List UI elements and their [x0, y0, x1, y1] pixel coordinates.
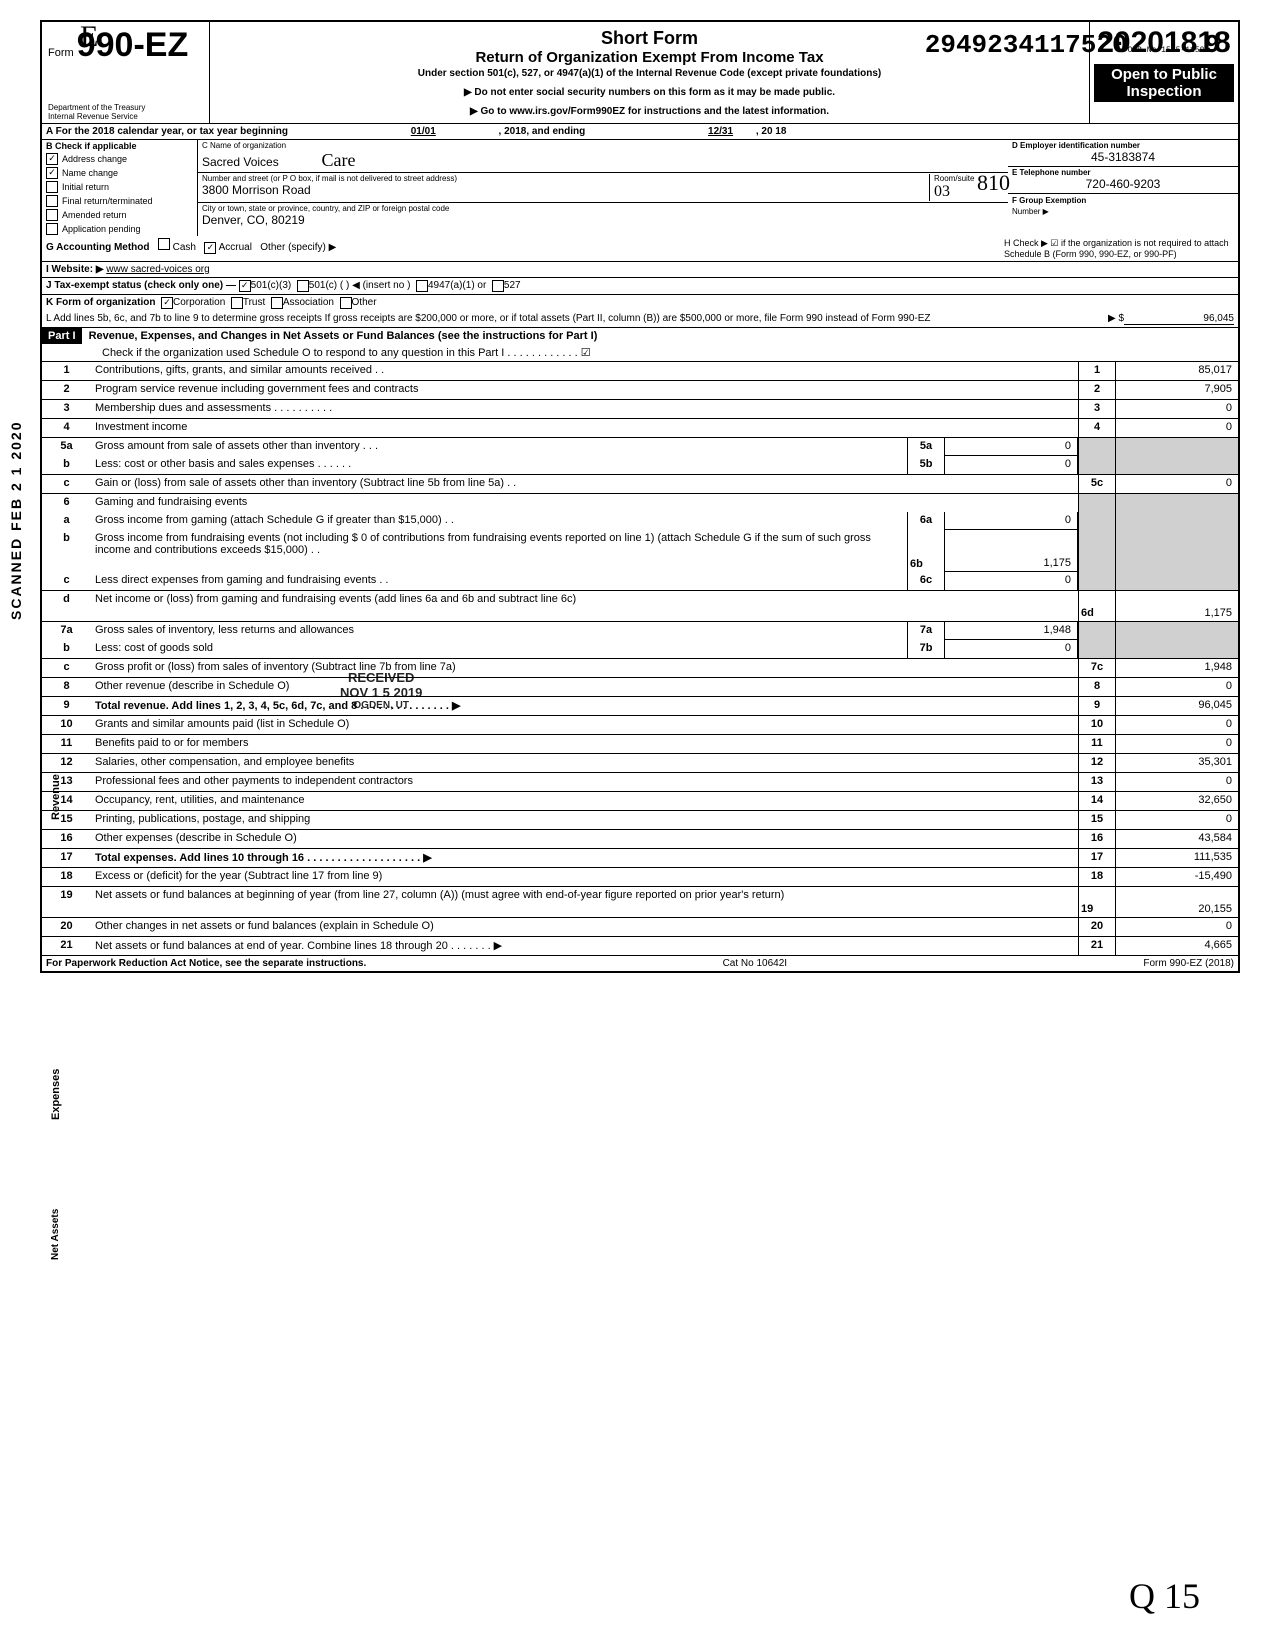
check-amended[interactable]: Amended return	[42, 208, 197, 222]
line19-val: 20,155	[1116, 887, 1238, 917]
row-i: I Website: ▶ www sacred-voices org	[42, 262, 1238, 278]
line18-val: -15,490	[1116, 868, 1238, 886]
ein-row: D Employer identification number 45-3183…	[1008, 140, 1238, 167]
check-name-change[interactable]: ✓Name change	[42, 166, 197, 180]
side-assets: Net Assets	[50, 1209, 61, 1260]
footer-left: For Paperwork Reduction Act Notice, see …	[46, 958, 366, 969]
group-exempt-row: F Group Exemption Number ▶	[1008, 194, 1238, 220]
line20-val: 0	[1116, 918, 1238, 936]
line4-val: 0	[1116, 419, 1238, 437]
org-street: 3800 Morrison Road	[202, 183, 929, 197]
footer: For Paperwork Reduction Act Notice, see …	[40, 955, 1240, 973]
part1-badge: Part I	[42, 328, 82, 344]
line8-val: 0	[1116, 678, 1238, 696]
phone: 720-460-9203	[1012, 177, 1234, 191]
line10-val: 0	[1116, 716, 1238, 734]
check-address-change[interactable]: ✓Address change	[42, 152, 197, 166]
hand-care: Care	[322, 150, 356, 170]
check-pending[interactable]: Application pending	[42, 222, 197, 236]
year-begin: 01/01	[411, 126, 436, 137]
line16-val: 43,584	[1116, 830, 1238, 848]
check-assoc[interactable]	[271, 297, 283, 309]
line6b-val: 1,175	[945, 530, 1078, 572]
notice-ssn: ▶ Do not enter social security numbers o…	[216, 87, 1083, 98]
check-other[interactable]	[340, 297, 352, 309]
website: www sacred-voices org	[106, 264, 209, 275]
line3-val: 0	[1116, 400, 1238, 418]
rows-ghijk: G Accounting Method Cash ✓ Accrual Other…	[40, 236, 1240, 311]
org-city-row: City or town, state or province, country…	[198, 203, 1008, 229]
check-501c3[interactable]: ✓	[239, 280, 251, 292]
row-l: L Add lines 5b, 6c, and 7b to line 9 to …	[40, 311, 1240, 328]
line5c-val: 0	[1116, 475, 1238, 493]
row-j: J Tax-exempt status (check only one) — ✓…	[42, 278, 1238, 295]
scanned-stamp: SCANNED FEB 2 1 2020	[8, 420, 24, 620]
row-g: G Accounting Method Cash ✓ Accrual Other…	[46, 238, 1004, 259]
line5b-val: 0	[945, 456, 1078, 474]
line7a-val: 1,948	[945, 622, 1078, 640]
line1-val: 85,017	[1116, 362, 1238, 380]
department: Department of the Treasury Internal Reve…	[48, 103, 145, 121]
line11-val: 0	[1116, 735, 1238, 753]
check-accrual[interactable]: ✓	[204, 242, 216, 254]
line6d-val: 1,175	[1116, 591, 1238, 621]
line9-val: 96,045	[1116, 697, 1238, 715]
check-501c[interactable]	[297, 280, 309, 292]
section-bcdef: B Check if applicable ✓Address change ✓N…	[40, 140, 1240, 236]
col-b-checks: B Check if applicable ✓Address change ✓N…	[42, 140, 198, 236]
line17-val: 111,535	[1116, 849, 1238, 867]
line2-val: 7,905	[1116, 381, 1238, 399]
form-number-box: Form 990-EZ Department of the Treasury I…	[42, 22, 210, 123]
side-expenses: Expenses	[50, 1069, 62, 1120]
check-4947[interactable]	[416, 280, 428, 292]
phone-row: E Telephone number 720-460-9203	[1008, 167, 1238, 194]
line7b-val: 0	[945, 640, 1078, 658]
line7c-val: 1,948	[1116, 659, 1238, 677]
check-initial-return[interactable]: Initial return	[42, 180, 197, 194]
dln-number: 2949234117520OMB No 1545-11509	[925, 30, 1220, 60]
check-527[interactable]	[492, 280, 504, 292]
part1-header-row: Part I Revenue, Expenses, and Changes in…	[40, 328, 1240, 362]
check-corp[interactable]: ✓	[161, 297, 173, 309]
row-h: H Check ▶ ☑ if the organization is not r…	[1004, 238, 1234, 259]
check-cash[interactable]	[158, 238, 170, 250]
line14-val: 32,650	[1116, 792, 1238, 810]
title-under: Under section 501(c), 527, or 4947(a)(1)…	[216, 68, 1083, 79]
col-de: D Employer identification number 45-3183…	[1008, 140, 1238, 236]
ein: 45-3183874	[1012, 150, 1234, 164]
col-b-label: B Check if applicable	[42, 140, 197, 152]
row-a-tax-year: A For the 2018 calendar year, or tax yea…	[40, 123, 1240, 140]
line6a-val: 0	[945, 512, 1078, 530]
col-c-org: C Name of organization Sacred Voices Car…	[198, 140, 1008, 236]
check-final-return[interactable]: Final return/terminated	[42, 194, 197, 208]
org-addr-row: Number and street (or P O box, if mail i…	[198, 173, 1008, 203]
line5a-val: 0	[945, 438, 1078, 456]
notice-url: ▶ Go to www.irs.gov/Form990EZ for instru…	[216, 106, 1083, 117]
org-city: Denver, CO, 80219	[202, 213, 1004, 227]
check-trust[interactable]	[231, 297, 243, 309]
footer-cat: Cat No 10642I	[723, 958, 788, 969]
line13-val: 0	[1116, 773, 1238, 791]
year-end: 12/31	[708, 126, 733, 137]
org-name-row: C Name of organization Sacred Voices Car…	[198, 140, 1008, 173]
line15-val: 0	[1116, 811, 1238, 829]
open-public: Open to Public Inspection	[1094, 64, 1234, 102]
footer-form: Form 990-EZ (2018)	[1143, 958, 1234, 969]
part1-check-o: Check if the organization used Schedule …	[42, 344, 1238, 361]
line12-val: 35,301	[1116, 754, 1238, 772]
hand-initials: 810	[977, 170, 1010, 196]
part1-lines: 1Contributions, gifts, grants, and simil…	[40, 362, 1240, 955]
org-name: Sacred Voices	[202, 155, 279, 169]
line6c-val: 0	[945, 572, 1078, 590]
hand-bottom: Q 15	[1129, 1575, 1200, 1617]
omb: OMB No 1545-1150	[1128, 46, 1205, 55]
gross-receipts: 96,045	[1124, 313, 1234, 325]
part1-title: Revenue, Expenses, and Changes in Net As…	[85, 328, 602, 344]
row-k: K Form of organization ✓ Corporation Tru…	[42, 295, 1238, 311]
line21-val: 4,665	[1116, 937, 1238, 955]
form-number: 990-EZ	[77, 26, 189, 64]
side-revenue: Revenue	[50, 774, 62, 820]
form-prefix: Form	[48, 47, 74, 59]
